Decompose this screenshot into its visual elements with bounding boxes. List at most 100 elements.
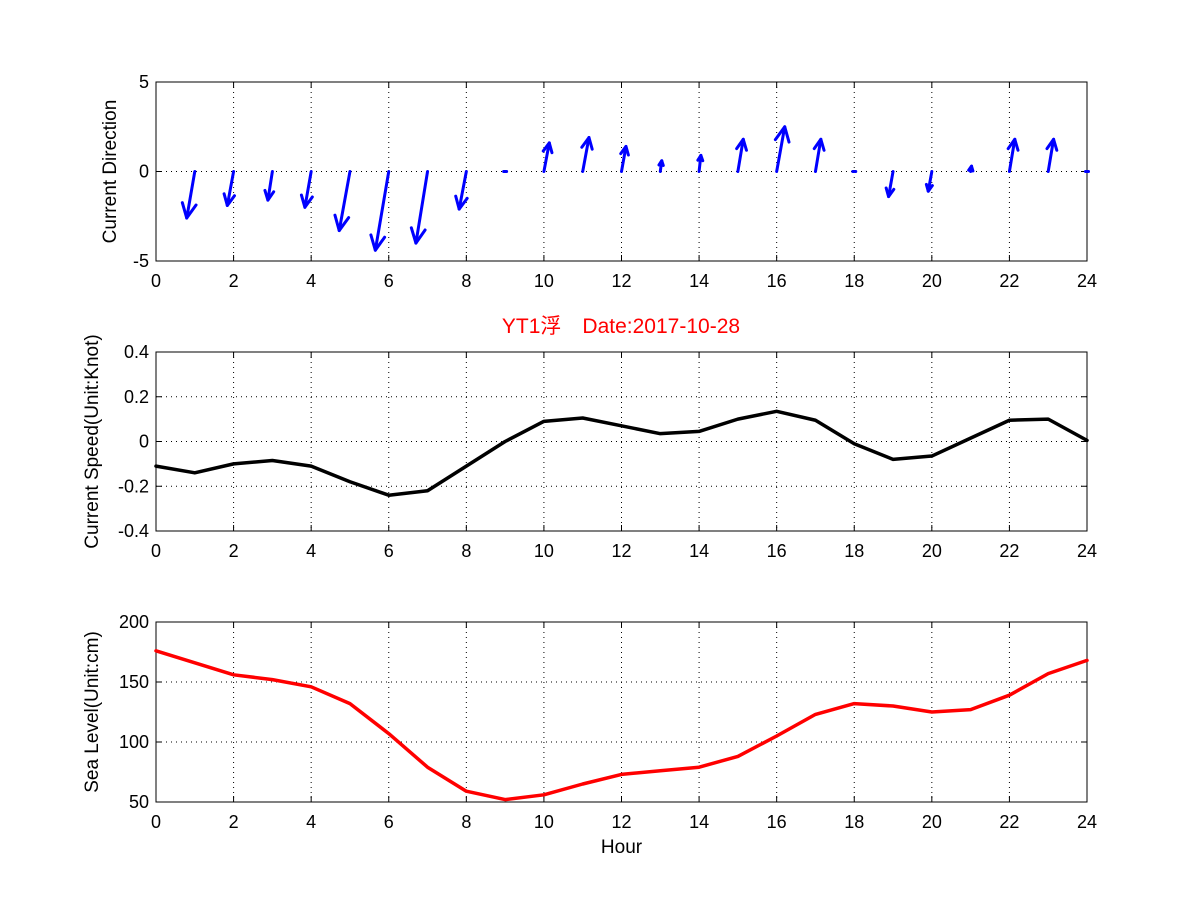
y-axis-label: Sea Level(Unit:cm)	[82, 631, 103, 793]
y-tick-label: 0.2	[124, 387, 149, 407]
y-tick-label: 0	[139, 432, 149, 452]
current-speed-axes: 0 2 4 6 8 10 12 14 16 18 20 22 240.40.20-0.2-0.4Curr…	[82, 334, 1097, 561]
x-tick-label: 2	[229, 541, 239, 561]
direction-arrow	[773, 125, 791, 173]
direction-arrow	[454, 170, 469, 211]
arrow-head	[657, 159, 665, 168]
x-tick-label: 18	[844, 541, 864, 561]
arrow-shaft	[337, 170, 352, 233]
current-speed-line	[154, 409, 1089, 497]
x-tick-label: 8	[461, 541, 471, 561]
direction-arrow	[884, 170, 896, 199]
arrow-shaft	[1007, 137, 1017, 173]
y-tick-label: 0	[139, 162, 149, 182]
x-tick-label: 14	[689, 812, 709, 832]
x-tick-label: 8	[461, 812, 471, 832]
y-tick-label: 0.4	[124, 342, 149, 362]
y-tick-label: 200	[119, 612, 149, 632]
direction-arrow	[619, 144, 630, 173]
arrow-head	[1045, 137, 1059, 152]
y-tick-label: -5	[133, 251, 149, 271]
x-tick-label: 18	[844, 812, 864, 832]
arrow-shaft	[303, 170, 313, 209]
arrow-shaft	[266, 170, 274, 202]
arrow-head	[967, 164, 975, 173]
direction-arrow	[924, 170, 934, 193]
arrow-shaft	[581, 135, 591, 173]
x-tick-label: 12	[611, 271, 631, 291]
direction-arrow	[222, 170, 236, 208]
arrow-head	[369, 233, 387, 252]
arrow-shaft	[457, 170, 468, 211]
direction-arrow	[333, 170, 352, 233]
arrow-shaft	[736, 137, 745, 173]
arrow-head	[619, 144, 630, 157]
arrow-shaft	[373, 170, 391, 252]
arrow-head	[299, 193, 314, 209]
arrow-head	[884, 186, 896, 199]
y-axis-label: Current Speed(Unit:Knot)	[82, 334, 103, 548]
x-tick-label: 2	[229, 812, 239, 832]
x-tick-label: 10	[534, 271, 554, 291]
arrow-head	[735, 137, 748, 152]
arrow-shaft	[775, 125, 787, 173]
direction-arrow	[369, 170, 391, 252]
arrow-head	[773, 125, 791, 144]
y-tick-label: -0.4	[118, 521, 149, 541]
sea-level-line	[154, 649, 1089, 802]
figure-title: YT1浮 Date:2017-10-28	[502, 315, 740, 338]
arrow-head	[696, 153, 705, 163]
arrow-head	[454, 194, 469, 211]
x-tick-label: 0	[151, 812, 161, 832]
x-tick-label: 16	[767, 812, 787, 832]
direction-arrow	[409, 170, 430, 245]
x-tick-label: 0	[151, 271, 161, 291]
direction-arrow	[580, 135, 594, 173]
direction-arrow	[299, 170, 314, 209]
x-tick-label: 4	[306, 541, 316, 561]
x-tick-label: 20	[922, 271, 942, 291]
direction-arrow	[735, 137, 748, 173]
x-tick-label: 12	[611, 812, 631, 832]
arrow-shaft	[225, 170, 236, 208]
arrow-head	[180, 201, 198, 220]
direction-arrow	[696, 153, 705, 173]
arrow-head	[409, 226, 427, 245]
x-tick-label: 6	[384, 541, 394, 561]
x-tick-label: 22	[999, 541, 1019, 561]
y-tick-label: 5	[139, 72, 149, 92]
arrow-shaft	[542, 141, 551, 173]
arrow-shaft	[620, 144, 628, 173]
direction-arrow	[657, 159, 665, 173]
x-tick-label: 10	[534, 541, 554, 561]
y-tick-label: 150	[119, 672, 149, 692]
y-tick-label: -0.2	[118, 476, 149, 496]
arrow-head	[924, 182, 934, 193]
x-tick-label: 10	[534, 812, 554, 832]
arrow-shaft	[887, 170, 895, 199]
direction-arrow	[812, 137, 826, 173]
x-tick-label: 14	[689, 271, 709, 291]
y-tick-label: 50	[129, 792, 149, 812]
x-tick-label: 0	[151, 541, 161, 561]
direction-arrow	[1006, 137, 1020, 173]
arrow-head	[263, 188, 276, 202]
arrow-shaft	[414, 170, 430, 245]
arrow-head	[812, 137, 826, 152]
arrow-head	[1006, 137, 1020, 152]
arrow-head	[333, 213, 351, 233]
arrow-shaft	[185, 170, 197, 220]
arrow-head	[580, 135, 594, 151]
y-tick-label: 100	[119, 732, 149, 752]
x-tick-label: 24	[1077, 812, 1097, 832]
x-tick-label: 20	[922, 812, 942, 832]
arrow-shaft	[813, 137, 823, 173]
x-tick-label: 22	[999, 812, 1019, 832]
direction-arrow	[541, 141, 554, 173]
direction-arrow	[180, 170, 198, 220]
x-tick-label: 6	[384, 812, 394, 832]
direction-arrow	[967, 164, 975, 173]
